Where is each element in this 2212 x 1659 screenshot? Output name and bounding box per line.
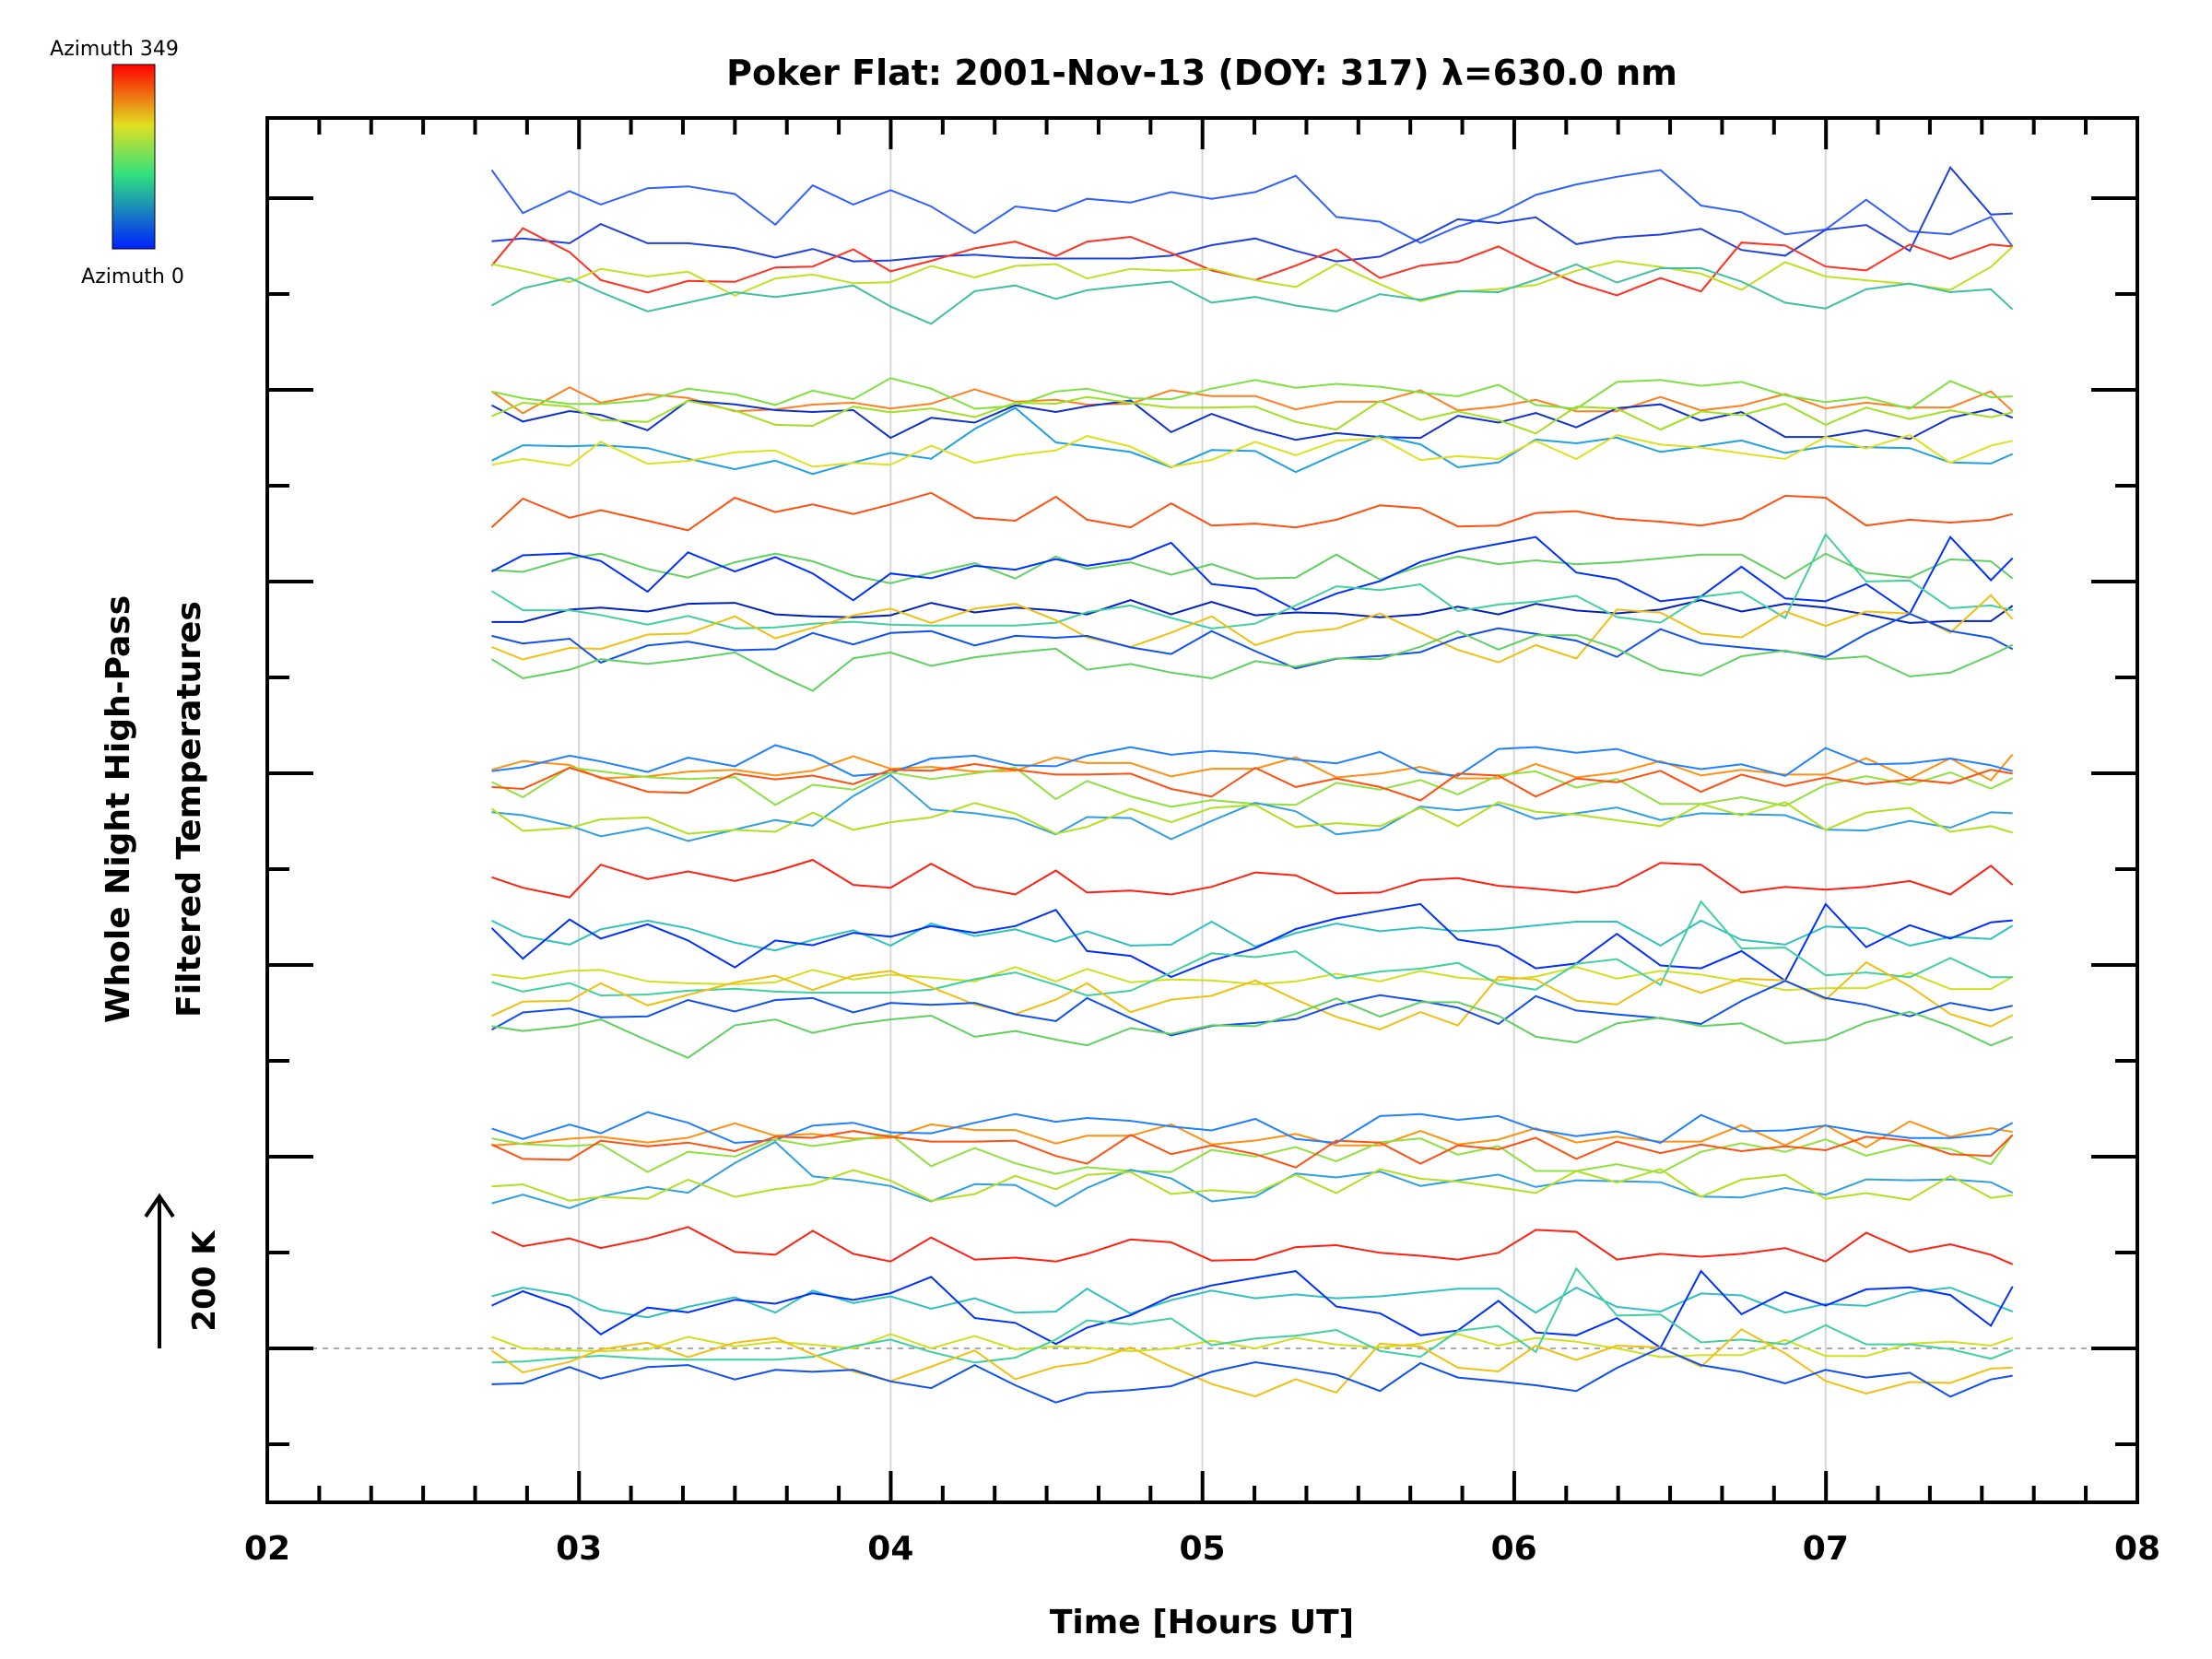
x-gridlines	[578, 118, 1827, 1502]
scale-bar-arrowhead	[144, 1193, 175, 1218]
colorbar-top-label: Azimuth 349	[50, 38, 179, 61]
series-line	[490, 1328, 2013, 1398]
chart-title: Poker Flat: 2001-Nov-13 (DOY: 317) λ=630…	[726, 53, 1677, 93]
scale-bar: 200 K	[144, 1193, 223, 1348]
series-lines	[490, 165, 2014, 1404]
series-line	[490, 629, 2014, 692]
series-line	[491, 1120, 2013, 1148]
y-axis-label-line1: Whole Night High-Pass	[100, 595, 137, 1023]
x-axis-label: Time [Hours UT]	[1050, 1604, 1354, 1641]
series-line	[491, 552, 2014, 584]
series-line	[491, 1168, 2013, 1202]
series-line	[491, 997, 2014, 1059]
x-tick-label: 07	[1803, 1530, 1849, 1568]
series-line	[491, 165, 2013, 263]
series-line	[491, 762, 2013, 802]
scale-bar-label: 200 K	[186, 1230, 223, 1332]
series-line	[491, 612, 2014, 670]
series-line	[491, 399, 2014, 441]
colorbar-bottom-label: Azimuth 0	[81, 265, 184, 288]
series-line	[491, 744, 2013, 777]
series-line	[491, 1111, 2014, 1145]
colorbar-gradient	[112, 64, 156, 250]
series-line	[490, 386, 2014, 415]
series-line	[491, 1133, 2014, 1175]
series-line	[491, 1130, 2014, 1169]
x-tick-label: 03	[556, 1530, 602, 1568]
series-line	[490, 902, 2013, 982]
series-line	[491, 433, 2013, 468]
series-line	[491, 1269, 2014, 1349]
series-line	[491, 1286, 2014, 1319]
colorbar: Azimuth 349 Azimuth 0	[50, 38, 184, 288]
series-line	[491, 1347, 2013, 1404]
series-line	[491, 960, 2014, 1030]
series-line	[491, 594, 2014, 664]
x-tick-label: 05	[1179, 1530, 1225, 1568]
x-tick-label: 08	[2114, 1530, 2160, 1568]
x-tick-label: 06	[1491, 1530, 1537, 1568]
series-line	[491, 406, 2014, 476]
series-line	[491, 919, 2014, 952]
series-line	[491, 773, 2013, 842]
x-axis-ticks	[265, 118, 2088, 1502]
series-line	[491, 766, 2014, 808]
series-line	[491, 1226, 2014, 1265]
series-line	[491, 263, 2014, 325]
series-line	[491, 1140, 2014, 1209]
series-line	[491, 598, 2014, 624]
x-tick-label: 04	[867, 1530, 913, 1568]
series-line	[490, 169, 2014, 248]
series-line	[491, 858, 2014, 899]
series-line	[491, 245, 2014, 303]
y-axis-label: Whole Night High-Pass Filtered Temperatu…	[100, 595, 208, 1023]
series-line	[491, 535, 2014, 616]
x-axis-tick-labels: 02 03 04 05 06 07 08	[244, 1530, 2160, 1568]
series-line	[490, 491, 2013, 532]
x-tick-label: 02	[244, 1530, 290, 1568]
series-line	[490, 801, 2013, 835]
series-line	[491, 1266, 2014, 1364]
series-line	[490, 533, 2013, 629]
series-line	[491, 900, 2013, 997]
series-line	[491, 395, 2013, 435]
y-axis-label-line2: Filtered Temperatures	[171, 601, 208, 1018]
series-line	[491, 980, 2013, 1037]
y-axis-ticks	[267, 196, 2137, 1446]
series-line	[491, 377, 2013, 410]
